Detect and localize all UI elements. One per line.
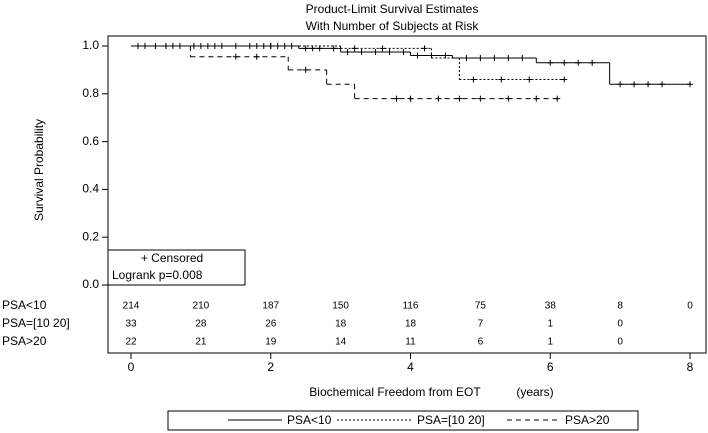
censor-mark — [505, 95, 512, 102]
censor-note: + Censored — [141, 251, 203, 265]
censor-mark — [393, 95, 400, 102]
x-tick-label: 0 — [128, 360, 135, 374]
risk-row-label: PSA<10 — [2, 298, 47, 312]
censor-mark — [386, 48, 393, 55]
risk-count: 6 — [478, 337, 484, 348]
x-tick-label: 6 — [547, 360, 554, 374]
x-tick-label: 4 — [407, 360, 414, 374]
risk-count: 1 — [547, 337, 553, 348]
censor-mark — [379, 45, 386, 52]
censor-mark — [631, 81, 638, 88]
censor-mark — [645, 81, 652, 88]
risk-count: 38 — [545, 301, 557, 312]
censor-mark — [344, 48, 351, 55]
risk-count: 26 — [265, 319, 277, 330]
censor-mark — [211, 43, 218, 49]
censor-mark — [505, 54, 512, 61]
censor-mark — [351, 45, 358, 52]
risk-count: 21 — [195, 337, 207, 348]
chart-title: Product-Limit Survival Estimates — [306, 2, 479, 16]
x-axis-label: Biochemical Freedom from EOT — [309, 385, 481, 399]
censor-mark — [477, 54, 484, 61]
plot-frame — [107, 35, 707, 354]
x-tick-label: 8 — [687, 360, 694, 374]
censor-mark — [253, 53, 260, 60]
risk-count: 22 — [125, 337, 137, 348]
censor-mark — [547, 59, 554, 66]
censor-mark — [561, 59, 568, 66]
risk-count: 0 — [617, 319, 623, 330]
censor-mark — [491, 54, 498, 61]
censor-mark — [519, 54, 526, 61]
risk-count: 14 — [335, 337, 347, 348]
censor-mark — [358, 48, 365, 55]
censor-mark — [498, 76, 505, 83]
censor-mark — [435, 95, 442, 102]
censor-mark — [330, 45, 337, 52]
risk-count: 33 — [125, 319, 137, 330]
censor-mark — [617, 81, 624, 88]
censor-mark — [477, 95, 484, 102]
censor-mark — [267, 43, 274, 49]
censor-mark — [659, 81, 666, 88]
risk-count: 28 — [195, 319, 207, 330]
risk-count: 1 — [547, 319, 553, 330]
censor-box — [107, 249, 246, 286]
risk-count: 0 — [617, 337, 623, 348]
risk-row-label: PSA>20 — [2, 334, 47, 348]
y-tick-label: 0.0 — [82, 277, 99, 291]
legend-label: PSA=[10 20] — [417, 413, 485, 427]
risk-count: 18 — [405, 319, 417, 330]
logrank-text: Logrank p=0.008 — [112, 268, 203, 282]
risk-count: 7 — [478, 319, 484, 330]
risk-count: 210 — [193, 301, 210, 312]
censor-mark — [533, 95, 540, 102]
legend-label: PSA>20 — [565, 413, 610, 427]
censor-mark — [414, 52, 421, 59]
censor-mark — [575, 59, 582, 66]
x-tick-label: 2 — [267, 360, 274, 374]
y-tick-label: 0.4 — [82, 182, 99, 196]
risk-count: 75 — [475, 301, 487, 312]
censor-mark — [232, 53, 239, 60]
censor-mark — [589, 59, 596, 66]
risk-count: 8 — [617, 301, 623, 312]
censor-mark — [302, 66, 309, 73]
y-tick-label: 0.2 — [82, 229, 99, 243]
risk-count: 187 — [262, 301, 279, 312]
censor-mark — [456, 95, 463, 102]
y-tick-label: 1.0 — [82, 38, 99, 52]
risk-count: 11 — [405, 337, 416, 348]
censor-mark — [687, 81, 693, 88]
risk-count: 214 — [123, 301, 140, 312]
risk-count: 0 — [687, 301, 693, 312]
risk-count: 18 — [335, 319, 347, 330]
x-axis-unit: (years) — [516, 385, 553, 399]
y-axis-label: Survival Probability — [32, 119, 46, 221]
censor-mark — [561, 76, 568, 83]
y-tick-label: 0.8 — [82, 86, 99, 100]
legend-label: PSA<10 — [287, 413, 332, 427]
y-tick-label: 0.6 — [82, 134, 99, 148]
risk-count: 116 — [403, 301, 419, 312]
censor-mark — [400, 48, 407, 55]
censor-mark — [372, 48, 379, 55]
risk-row-label: PSA=[10 20] — [2, 316, 70, 330]
risk-count: 150 — [332, 301, 349, 312]
censor-mark — [302, 45, 309, 52]
censor-mark — [463, 54, 470, 61]
chart-subtitle: With Number of Subjects at Risk — [306, 19, 480, 33]
censor-mark — [407, 95, 414, 102]
censor-mark — [526, 76, 533, 83]
censor-mark — [470, 76, 477, 83]
censor-mark — [554, 95, 561, 102]
censor-mark — [421, 45, 428, 52]
risk-count: 19 — [265, 337, 277, 348]
censor-mark — [169, 43, 176, 49]
